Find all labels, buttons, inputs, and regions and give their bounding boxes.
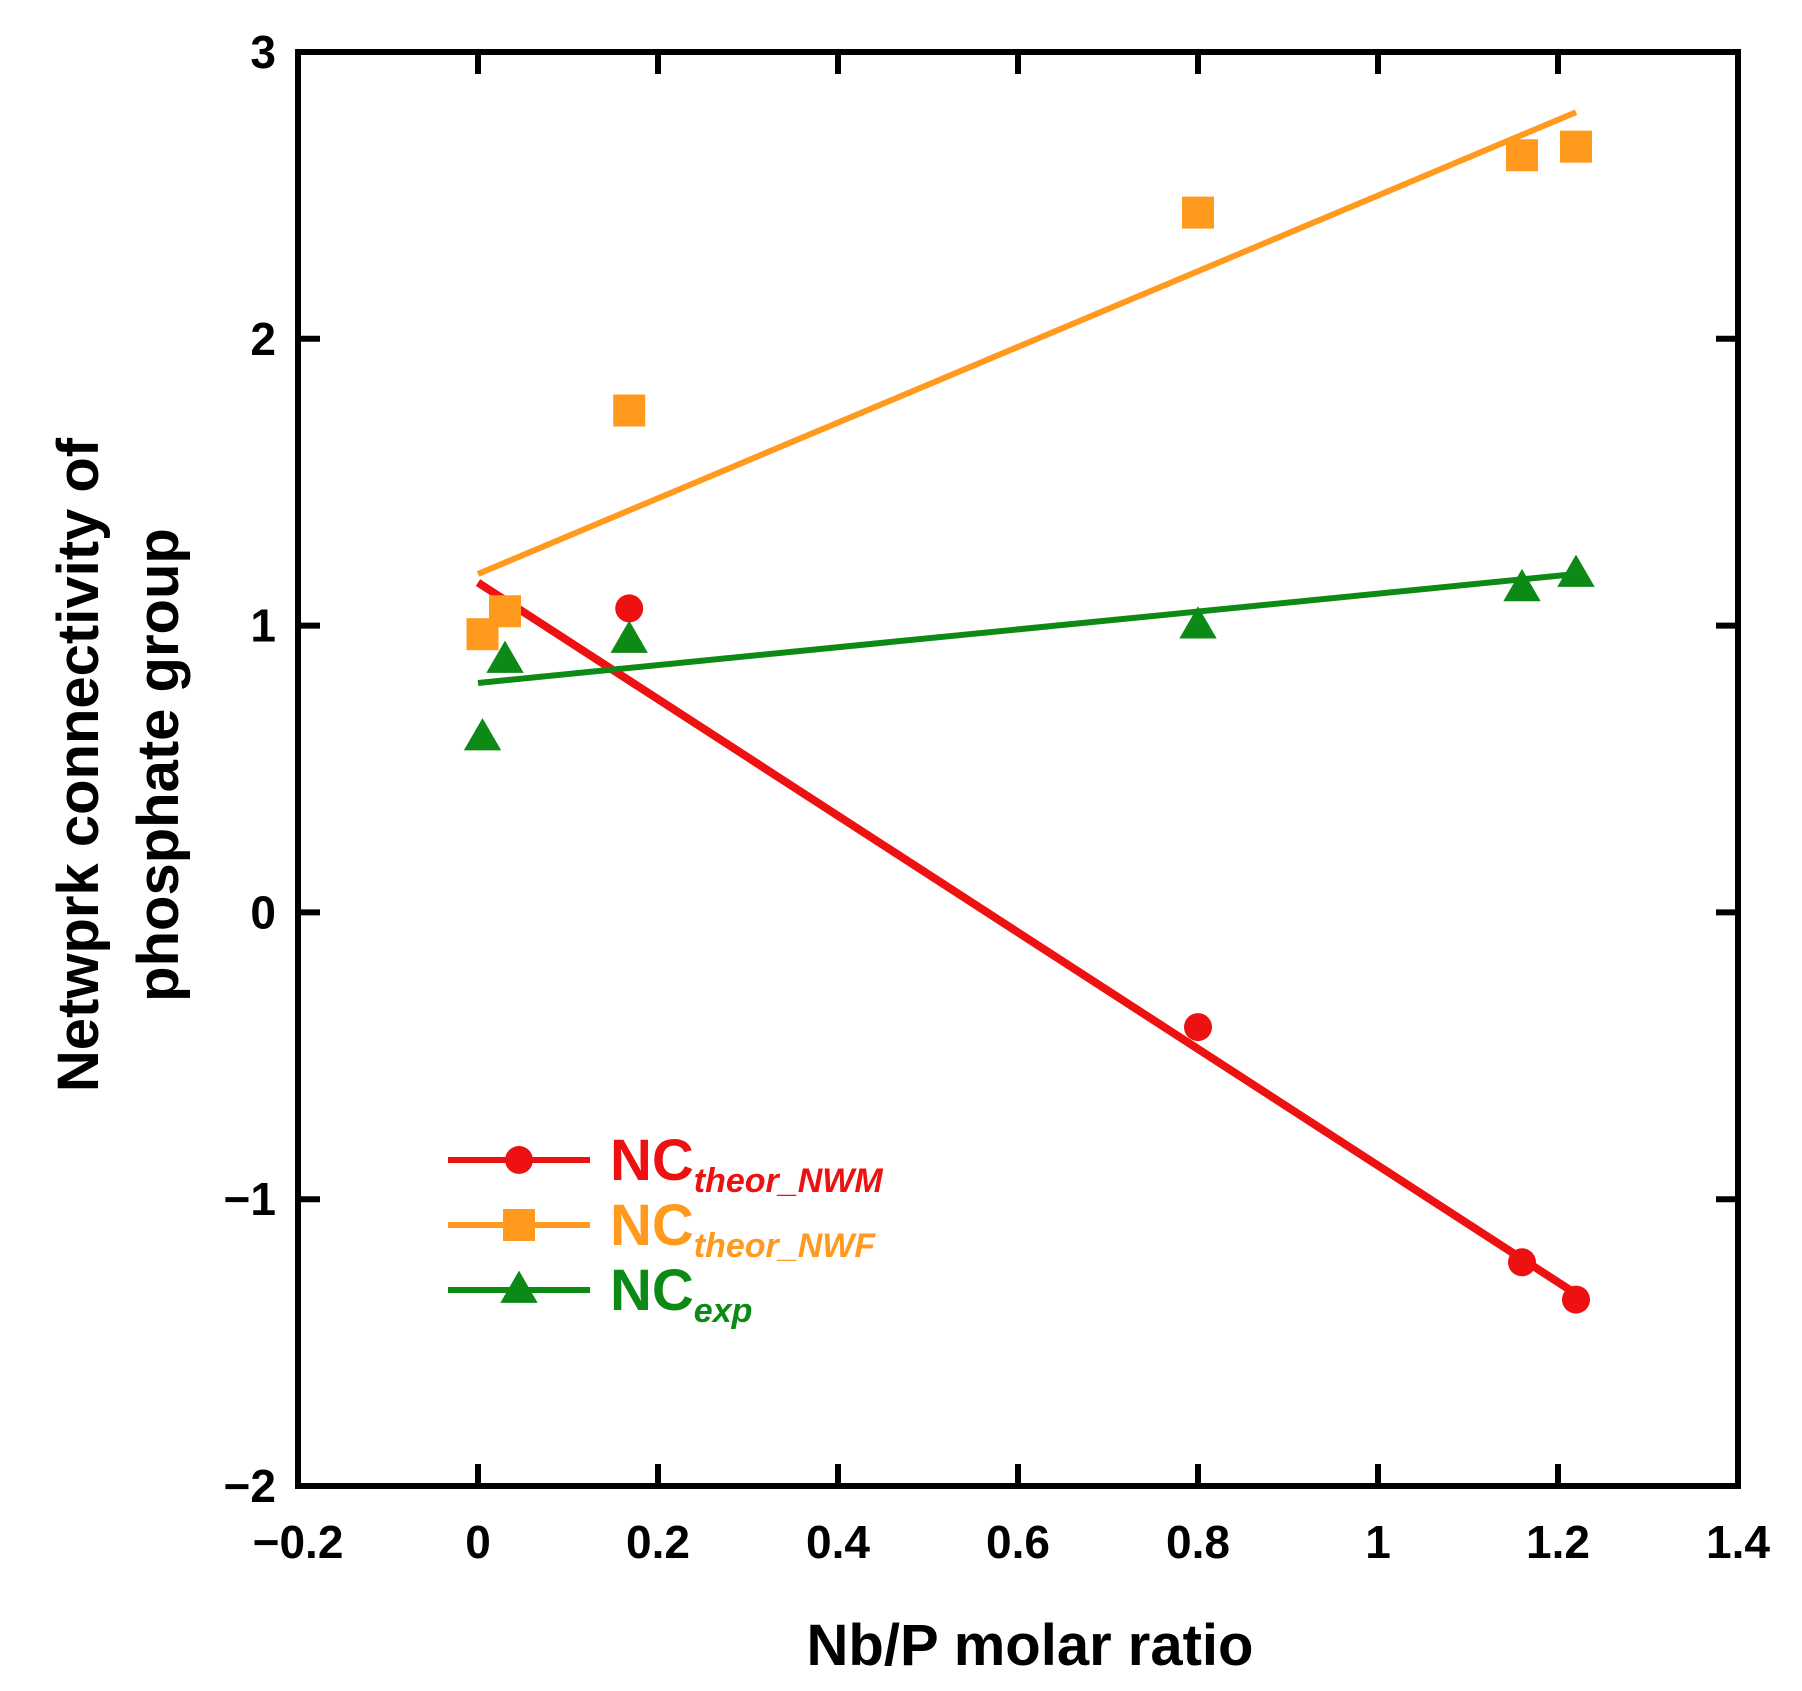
data-point-theor-NWF: [489, 595, 521, 628]
data-point-theor-NWM: [615, 594, 644, 623]
x-tick-label: 1.4: [1706, 1516, 1770, 1568]
x-tick-label: 0.8: [1166, 1516, 1230, 1568]
x-tick-label: −0.2: [253, 1516, 344, 1568]
x-tick-label: 0.6: [986, 1516, 1050, 1568]
legend-marker-exp: [500, 1270, 538, 1303]
legend-label-theor-NWF: NCtheor_NWF: [610, 1193, 876, 1265]
legend-label-exp: NCexp: [610, 1258, 752, 1330]
data-point-exp: [486, 640, 524, 673]
data-point-theor-NWF: [1560, 130, 1592, 163]
data-point-theor-NWF: [1506, 139, 1538, 172]
fit-line-exp: [477, 570, 1577, 686]
data-point-exp: [463, 718, 502, 751]
x-axis-label: Nb/P molar ratio: [807, 1613, 1254, 1678]
legend-marker-theor-NWF: [503, 1209, 535, 1241]
x-tick-label: 1: [1365, 1516, 1391, 1568]
y-axis-label-line-2: phosphate group: [126, 528, 191, 1002]
fit-lines: [475, 109, 1579, 1298]
y-tick-label: 1: [250, 600, 276, 652]
fit-line-theor-NWF: [476, 109, 1578, 577]
legend-marker-theor-NWM: [505, 1146, 533, 1174]
legend-label-subscript: theor_NWF: [694, 1227, 877, 1265]
data-point-theor-NWM: [1508, 1248, 1536, 1277]
y-tick-label: 3: [250, 26, 276, 78]
data-point-theor-NWM: [1184, 1013, 1212, 1042]
axis-ticks: −0.2 0 0.2 0.4 0.6 0.8 1 1.2 1.4 −2 −1 0 1 2 3: [224, 26, 1771, 1568]
x-tick-label: 0: [465, 1516, 491, 1568]
x-tick-label: 0.4: [806, 1516, 870, 1568]
data-markers: [463, 130, 1595, 1314]
data-point-theor-NWF: [1182, 196, 1214, 229]
y-axis-label-line-1: Netwprk connectivity of: [46, 437, 111, 1092]
y-tick-label: −1: [224, 1173, 276, 1225]
data-point-theor-NWM: [1562, 1285, 1590, 1314]
legend-label-subscript: exp: [694, 1292, 753, 1330]
data-point-exp: [1503, 568, 1541, 602]
x-tick-label: 1.2: [1526, 1516, 1590, 1568]
data-point-exp: [610, 620, 648, 653]
legend-label-subscript: theor_NWM: [694, 1162, 884, 1200]
y-tick-label: −2: [224, 1460, 276, 1512]
fit-line-theor-NWM: [475, 579, 1579, 1298]
x-tick-label: 0.2: [626, 1516, 690, 1568]
y-tick-label: 2: [250, 313, 276, 365]
legend-label-theor-NWM: NCtheor_NWM: [610, 1128, 883, 1200]
data-point-theor-NWF: [613, 394, 646, 427]
data-point-exp: [1179, 606, 1217, 639]
y-tick-label: 0: [250, 886, 276, 938]
data-point-exp: [1557, 554, 1595, 587]
